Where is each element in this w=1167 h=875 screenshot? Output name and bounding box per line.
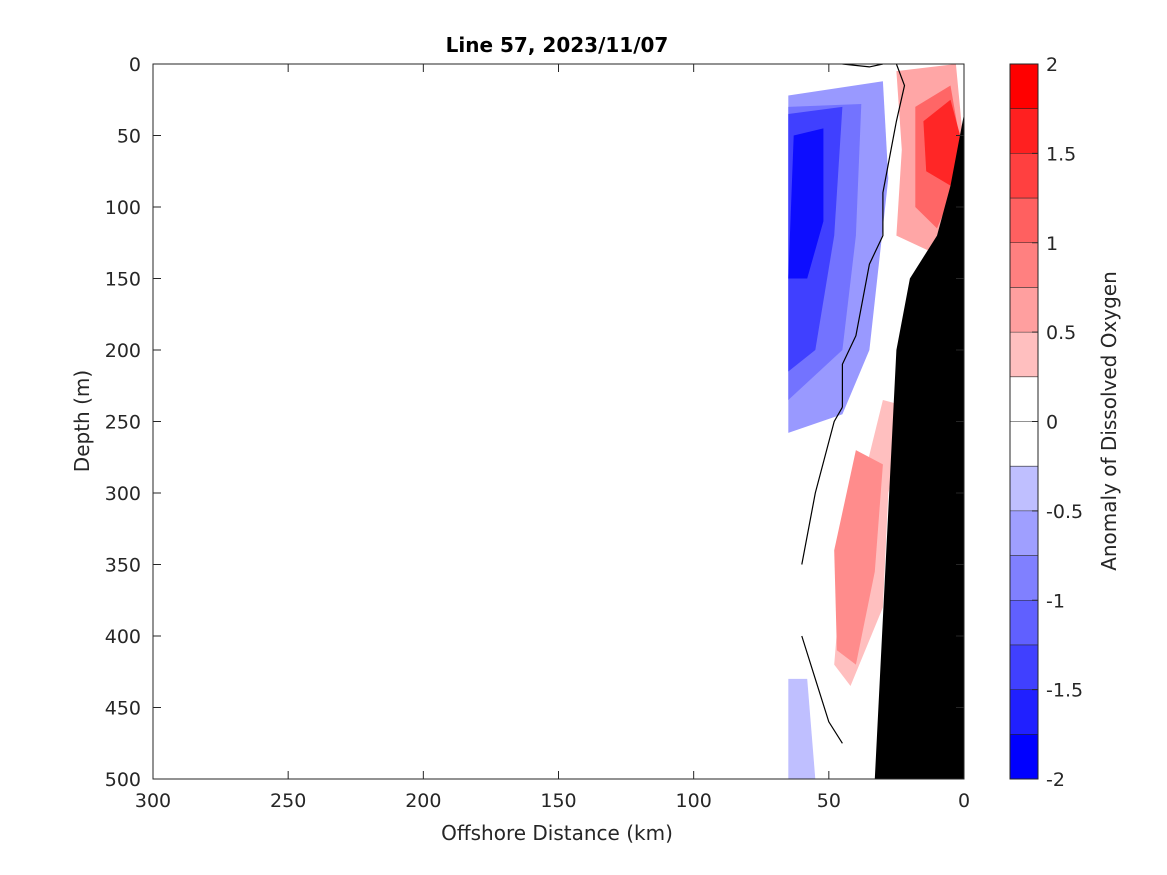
colorbar-bin: [1010, 64, 1038, 110]
y-tick-label: 50: [117, 126, 141, 148]
colorbar-bin: [1010, 644, 1038, 691]
colorbar-bin: [1010, 332, 1038, 378]
bathymetry-layer: [874, 114, 964, 779]
zero-contour-3: [842, 64, 884, 68]
y-tick-label: 150: [105, 269, 141, 291]
colorbar-tick-label: -0.5: [1046, 501, 1083, 523]
zero-contour-2: [801, 635, 843, 744]
anomaly-field-4: [788, 678, 816, 779]
colorbar-bin: [1010, 376, 1038, 422]
y-tick-label: 450: [105, 698, 141, 720]
colorbar-tick-label: -1: [1046, 590, 1065, 612]
x-tick-label: 100: [676, 790, 712, 812]
x-tick-label: 300: [135, 790, 171, 812]
zero-contour-1: [801, 406, 843, 565]
y-tick-label: 500: [105, 769, 141, 791]
colorbar-tick-label: -2: [1046, 769, 1065, 791]
y-axis-label: Depth (m): [70, 370, 94, 472]
zero-contours: [801, 64, 906, 744]
y-tick-label: 350: [105, 555, 141, 577]
colorbar-bin: [1010, 153, 1038, 199]
colorbar-bin: [1010, 555, 1038, 601]
x-axis-label: Offshore Distance (km): [441, 821, 673, 845]
y-tick-label: 300: [105, 483, 141, 505]
y-tick-label: 0: [129, 54, 141, 76]
y-tick-label: 400: [105, 626, 141, 648]
colorbar-tick-label: 1: [1046, 233, 1058, 255]
zero-contour-0: [841, 64, 906, 408]
colorbar-tick-label: 1.5: [1046, 143, 1076, 165]
x-axis-ticks: 300 250 200 150 100 50 0: [135, 64, 970, 812]
colorbar-tick-label: -1.5: [1046, 680, 1083, 702]
anomaly-field-3: [788, 128, 824, 279]
colorbar-bin: [1010, 108, 1038, 154]
colorbar-bin: [1010, 421, 1038, 467]
anomaly-field-7: [923, 99, 964, 186]
colorbar-tick-label: 2: [1046, 54, 1058, 76]
colorbar-tick-label: 0: [1046, 412, 1058, 434]
colorbar-tick-label: 0.5: [1046, 322, 1076, 344]
colorbar-bin: [1010, 734, 1038, 780]
y-axis-ticks: 0 50 100 150 200 250 300 350 400 450 500: [105, 54, 964, 791]
colorbar-bin: [1010, 287, 1038, 333]
colorbar-bin: [1010, 242, 1038, 288]
x-tick-label: 0: [958, 790, 970, 812]
colorbar-bin: [1010, 198, 1038, 244]
x-tick-label: 250: [270, 790, 306, 812]
anomaly-field-9: [834, 450, 883, 665]
x-tick-label: 50: [817, 790, 841, 812]
colorbar-bin: [1010, 600, 1038, 646]
colorbar-bin: [1010, 466, 1038, 512]
chart-title: Line 57, 2023/11/07: [446, 33, 669, 57]
y-tick-label: 100: [105, 197, 141, 219]
y-tick-label: 200: [105, 340, 141, 362]
x-tick-label: 200: [405, 790, 441, 812]
bathymetry: [874, 114, 964, 779]
colorbar-label: Anomaly of Dissolved Oxygen: [1097, 271, 1121, 571]
plot-area: [152, 63, 965, 780]
colorbar-bin: [1010, 689, 1038, 735]
y-tick-label: 250: [105, 412, 141, 434]
x-tick-label: 150: [540, 790, 576, 812]
colorbar-bin: [1010, 510, 1038, 557]
colorbar: 2 1.5 1 0.5 0 -0.5 -1 -1.5 -2: [1009, 54, 1083, 791]
